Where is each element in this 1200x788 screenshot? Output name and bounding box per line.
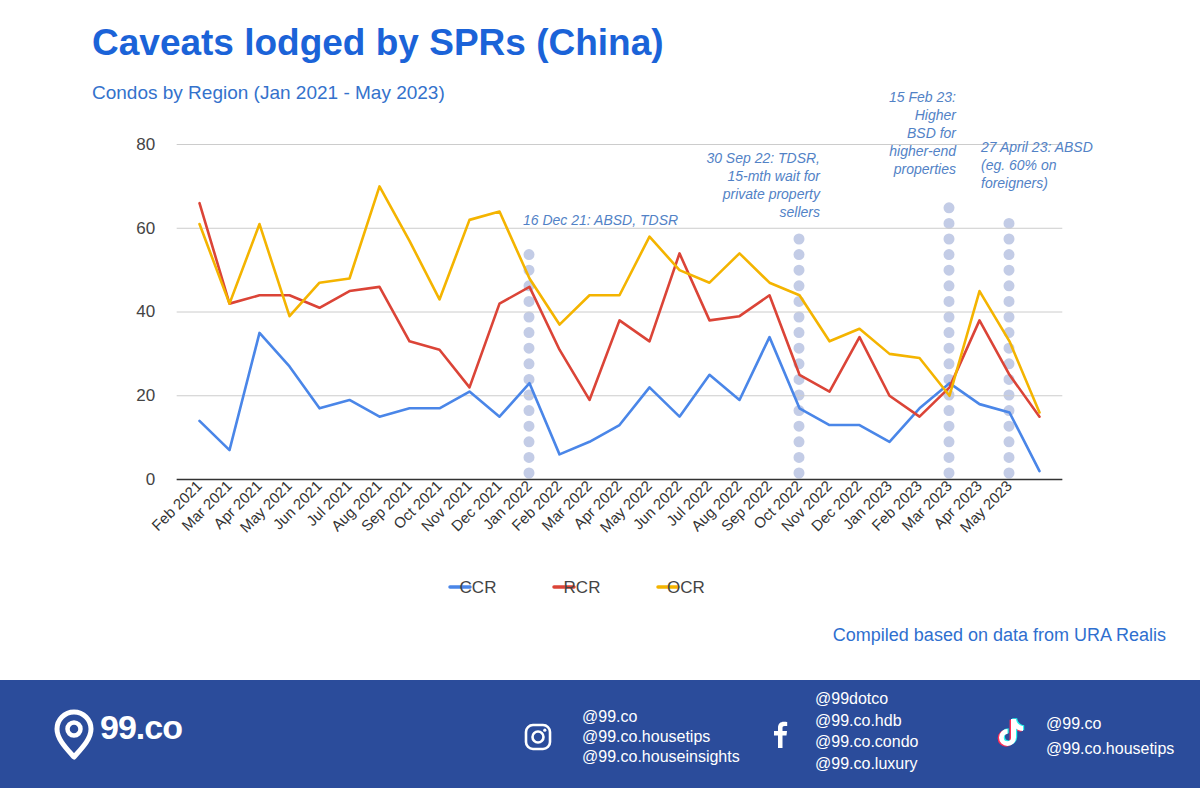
svg-text:Apr 2022: Apr 2022 [569, 477, 625, 533]
svg-text:Mar 2023: Mar 2023 [898, 477, 955, 534]
svg-text:Jul 2021: Jul 2021 [302, 477, 355, 530]
svg-text:Feb 2021: Feb 2021 [148, 477, 205, 534]
svg-text:Apr 2023: Apr 2023 [929, 477, 985, 533]
svg-text:Feb 2022: Feb 2022 [508, 477, 565, 534]
svg-text:0: 0 [146, 470, 155, 489]
html-text:Condos by Region (Jan 2021 - M: Condos by Region (Jan 2021 - May 2023) [92, 82, 445, 103]
svg-text:Mar 2021: Mar 2021 [178, 477, 235, 534]
svg-text:RCR: RCR [564, 578, 601, 597]
svg-text:Sep 2021: Sep 2021 [357, 477, 415, 535]
html-text:Compiled based on data from UR: Compiled based on data from URA Realis [832, 625, 1166, 645]
html-text:@99dotco: @99dotco [815, 690, 889, 707]
html-text:@99.co: @99.co [582, 708, 638, 725]
svg-text:Dec 2021: Dec 2021 [447, 477, 505, 535]
svg-text:Apr 2021: Apr 2021 [209, 477, 265, 533]
svg-text:20: 20 [136, 386, 155, 405]
svg-text:OCR: OCR [667, 578, 705, 597]
html-text:Caveats lodged by SPRs (China): Caveats lodged by SPRs (China) [92, 22, 664, 63]
svg-text:Sep 2022: Sep 2022 [717, 477, 775, 535]
svg-text:Aug 2021: Aug 2021 [327, 477, 385, 535]
svg-text:40: 40 [136, 302, 155, 321]
svg-text:Oct 2021: Oct 2021 [389, 477, 445, 533]
svg-text:Jan 2022: Jan 2022 [479, 477, 535, 533]
html-text:@99.co.houseinsights: @99.co.houseinsights [582, 748, 740, 765]
svg-text:Feb 2023: Feb 2023 [868, 477, 925, 534]
html-text:@99.co.hdb: @99.co.hdb [815, 711, 902, 729]
svg-text:Oct 2022: Oct 2022 [749, 477, 805, 533]
svg-text:Jul 2022: Jul 2022 [662, 477, 715, 530]
svg-text:May 2021: May 2021 [236, 477, 295, 536]
svg-text:Jun 2022: Jun 2022 [629, 477, 685, 533]
html-text:@99.co.condo: @99.co.condo [815, 733, 919, 750]
svg-text:Dec 2022: Dec 2022 [807, 477, 865, 535]
html-text:@99.co: @99.co [1046, 715, 1102, 732]
svg-text:16 Dec 21: ABSD, TDSR: 16 Dec 21: ABSD, TDSR [523, 212, 678, 228]
html-text:99.co: 99.co [100, 708, 182, 746]
svg-text:60: 60 [136, 219, 155, 238]
svg-text:Nov 2022: Nov 2022 [777, 477, 835, 535]
svg-text:27 April 23: ABSD(eg. 60% onfo: 27 April 23: ABSD(eg. 60% onforeigners) [980, 139, 1093, 191]
svg-text:30 Sep 22: TDSR,15-mth wait fo: 30 Sep 22: TDSR,15-mth wait forprivate p… [706, 150, 821, 220]
html-text:@99.co.luxury: @99.co.luxury [815, 754, 918, 772]
svg-text:15 Feb 23:HigherBSD forhigher-: 15 Feb 23:HigherBSD forhigher-endpropert… [889, 89, 957, 177]
svg-text:80: 80 [136, 135, 155, 154]
svg-text:CCR: CCR [460, 578, 497, 597]
svg-text:Jun 2021: Jun 2021 [269, 477, 325, 533]
html-text:@99.co.housetips: @99.co.housetips [582, 728, 711, 745]
svg-text:Jan 2023: Jan 2023 [839, 477, 895, 533]
svg-text:Nov 2021: Nov 2021 [417, 477, 475, 535]
svg-text:May 2022: May 2022 [596, 477, 655, 536]
svg-text:May 2023: May 2023 [956, 477, 1015, 536]
svg-text:Mar 2022: Mar 2022 [538, 477, 595, 534]
html-text:@99.co.housetips: @99.co.housetips [1046, 740, 1175, 757]
svg-text:Aug 2022: Aug 2022 [687, 477, 745, 535]
